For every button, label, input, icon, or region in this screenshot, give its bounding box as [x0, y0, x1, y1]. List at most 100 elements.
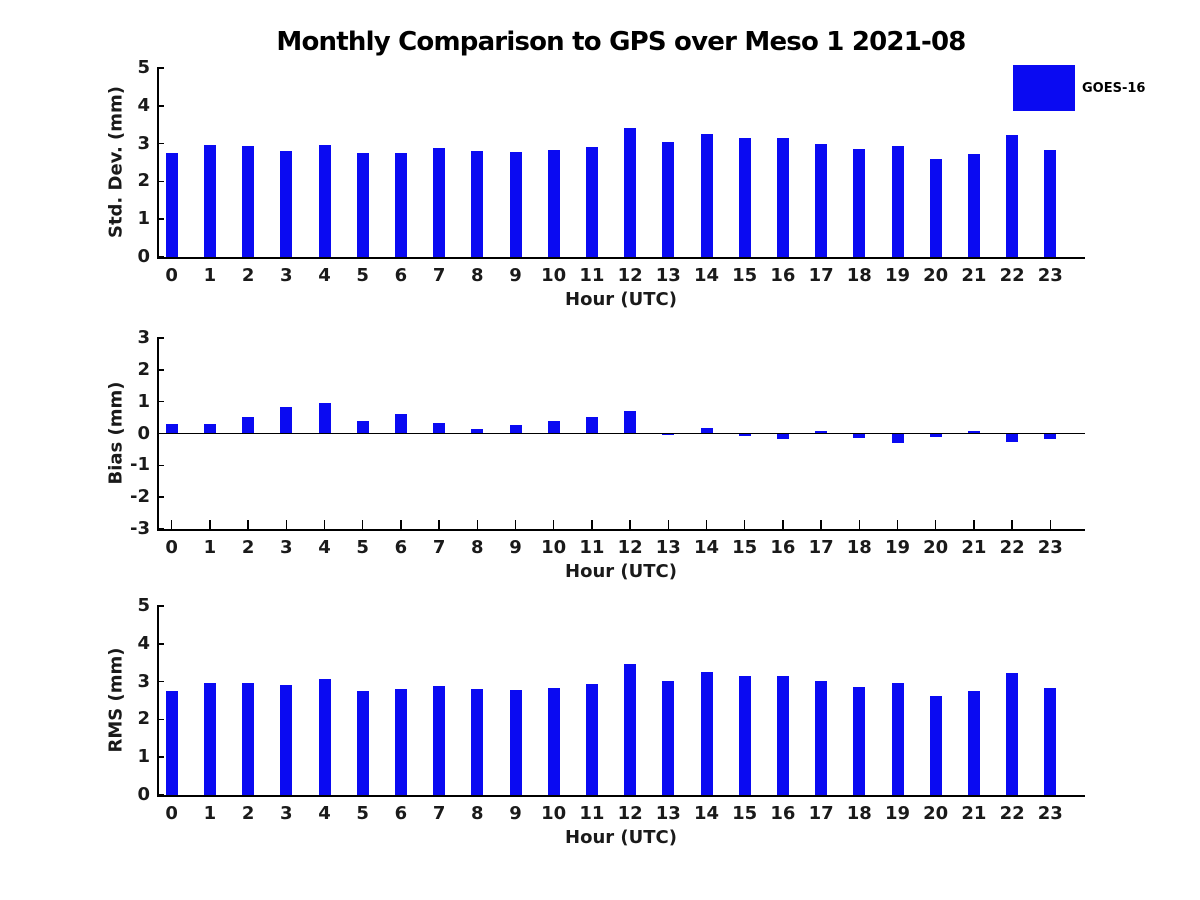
y-axis-spine — [157, 338, 159, 531]
x-tick-label: 9 — [509, 265, 522, 286]
x-tick — [400, 520, 402, 529]
x-tick-label: 2 — [241, 803, 255, 824]
y-tick-label: 0 — [137, 784, 150, 805]
y-tick — [157, 756, 164, 758]
x-tick-label: 14 — [693, 803, 720, 824]
bar-hour-1 — [203, 683, 216, 795]
x-tick-label: 14 — [693, 537, 720, 558]
bar-hour-0 — [165, 153, 178, 257]
bar-hour-6 — [394, 153, 407, 257]
x-tick-label: 19 — [884, 265, 911, 286]
y-tick-label: 4 — [137, 632, 150, 654]
x-tick-label: 21 — [961, 537, 987, 558]
chart-title: Monthly Comparison to GPS over Meso 1 20… — [276, 27, 966, 57]
bar-hour-11 — [585, 416, 598, 434]
y-tick-label: 3 — [137, 670, 150, 692]
y-tick — [157, 718, 164, 721]
bar-hour-23 — [1044, 688, 1057, 795]
y-tick — [157, 464, 164, 467]
x-tick-label: 0 — [165, 265, 178, 286]
x-tick-label: 23 — [1037, 803, 1063, 824]
x-tick — [1011, 520, 1013, 529]
x-tick-label: 5 — [356, 265, 369, 286]
x-tick-label: 0 — [165, 803, 178, 824]
y-tick-label: -1 — [130, 454, 150, 476]
bar-hour-3 — [280, 685, 293, 795]
y-tick-label: -2 — [130, 486, 150, 508]
bar-hour-20 — [929, 433, 942, 438]
x-tick-label: 13 — [655, 265, 681, 286]
y-tick — [157, 605, 164, 607]
x-tick-label: 7 — [432, 537, 446, 558]
x-axis-spine — [157, 257, 1085, 259]
x-tick-label: 12 — [617, 803, 643, 824]
bar-hour-10 — [547, 688, 560, 795]
x-tick — [820, 520, 822, 529]
x-tick-label: 19 — [884, 803, 911, 824]
bar-hour-3 — [280, 406, 293, 434]
x-tick-label: 8 — [471, 537, 484, 558]
x-tick-label: 15 — [732, 537, 758, 558]
bar-hour-2 — [242, 146, 255, 257]
x-tick-label: 15 — [732, 803, 758, 824]
x-tick-label: 8 — [471, 265, 484, 286]
x-tick-label: 17 — [808, 803, 834, 824]
bar-hour-19 — [891, 433, 904, 444]
x-tick — [934, 520, 937, 529]
bar-hour-21 — [967, 431, 980, 434]
y-tick — [157, 218, 164, 220]
x-tick-label: 4 — [318, 265, 331, 286]
x-tick — [285, 520, 288, 529]
x-tick-label: 22 — [999, 803, 1025, 824]
x-tick-label: 23 — [1037, 265, 1063, 286]
bar-hour-16 — [776, 675, 789, 795]
bar-hour-20 — [929, 158, 942, 257]
bar-hour-12 — [624, 663, 637, 795]
y-tick-label: 3 — [137, 327, 150, 348]
x-tick-label: 5 — [356, 537, 369, 558]
y-tick — [157, 180, 164, 183]
bar-hour-0 — [165, 691, 178, 795]
bar-hour-13 — [662, 680, 675, 795]
x-tick-label: 15 — [732, 265, 758, 286]
bar-hour-8 — [471, 428, 484, 434]
y-tick — [157, 142, 164, 145]
x-tick-label: 17 — [808, 537, 834, 558]
x-tick — [438, 520, 440, 529]
x-axis-label-bias: Hour (UTC) — [565, 561, 677, 582]
bar-hour-10 — [547, 421, 560, 434]
x-tick — [629, 520, 631, 529]
bar-hour-21 — [967, 153, 980, 257]
bar-hour-22 — [1006, 433, 1019, 443]
bar-hour-5 — [356, 421, 369, 434]
x-tick-label: 22 — [999, 537, 1025, 558]
x-tick-label: 4 — [318, 803, 331, 824]
x-tick-label: 16 — [770, 803, 796, 824]
bar-hour-22 — [1006, 672, 1019, 795]
x-tick — [552, 520, 555, 529]
x-tick-label: 7 — [432, 265, 446, 286]
x-tick-label: 6 — [394, 265, 408, 286]
y-tick-label: 5 — [137, 595, 150, 616]
y-tick-label: 2 — [137, 708, 150, 730]
x-tick-label: 20 — [923, 537, 949, 558]
y-tick — [157, 794, 164, 796]
y-axis-label-rms: RMS (mm) — [105, 647, 127, 753]
bar-hour-16 — [776, 433, 789, 439]
x-tick-label: 13 — [655, 537, 681, 558]
x-tick-label: 17 — [808, 265, 834, 286]
x-tick-label: 16 — [770, 265, 796, 286]
y-tick-label: 2 — [137, 358, 150, 380]
legend-label: GOES-16 — [1082, 81, 1146, 96]
bar-hour-14 — [700, 671, 713, 795]
x-tick-label: 12 — [617, 537, 643, 558]
x-axis-spine — [157, 795, 1085, 797]
y-tick-label: 4 — [137, 94, 150, 116]
y-axis-spine — [157, 606, 159, 797]
bar-hour-9 — [509, 424, 522, 434]
x-tick-label: 10 — [541, 803, 567, 824]
x-tick-label: 3 — [280, 265, 293, 286]
x-tick-label: 11 — [579, 537, 605, 558]
bar-hour-3 — [280, 151, 293, 257]
